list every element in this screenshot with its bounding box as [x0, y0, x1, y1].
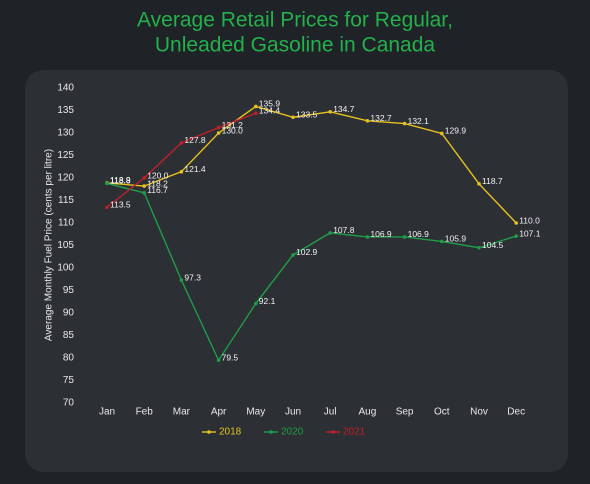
- data-label: 118.8: [110, 176, 131, 186]
- data-label: 106.9: [408, 229, 430, 239]
- x-tick-label: Jul: [324, 407, 337, 418]
- data-label: 116.7: [147, 185, 168, 195]
- y-tick-label: 95: [63, 285, 75, 296]
- point: [216, 131, 221, 135]
- data-label: 110.0: [519, 215, 540, 225]
- panel: [25, 70, 568, 472]
- point: [328, 110, 333, 114]
- y-tick-label: 90: [63, 308, 75, 319]
- data-label: 120.0: [147, 170, 169, 180]
- data-label: 97.3: [184, 272, 201, 282]
- y-tick-label: 70: [63, 398, 75, 409]
- point: [254, 301, 258, 306]
- data-label: 134.7: [333, 104, 355, 114]
- chart-title: Average Retail Prices for Regular,: [137, 9, 453, 32]
- point: [477, 245, 481, 250]
- point: [440, 239, 444, 244]
- x-tick-label: May: [246, 407, 265, 418]
- data-label: 132.7: [370, 113, 392, 123]
- chart-title: Unleaded Gasoline in Canada: [155, 34, 436, 57]
- y-tick-label: 110: [58, 218, 74, 229]
- data-label: 106.9: [370, 229, 392, 239]
- y-tick-label: 130: [57, 128, 74, 139]
- point: [477, 182, 481, 186]
- data-label: 118.2: [147, 178, 168, 188]
- y-tick-label: 105: [57, 240, 74, 251]
- series-line: [106, 182, 517, 362]
- point: [105, 181, 109, 186]
- point: [216, 358, 221, 363]
- point: [514, 234, 518, 238]
- point: [402, 235, 407, 239]
- x-tick-label: Dec: [507, 407, 525, 418]
- data-label: 132.1: [408, 116, 430, 126]
- x-tick-label: Jun: [285, 407, 301, 418]
- legend-label: 2020: [281, 427, 304, 438]
- x-tick-label: Oct: [434, 407, 450, 418]
- data-label: 133.5: [296, 110, 318, 120]
- point: [254, 104, 258, 109]
- point: [142, 176, 146, 180]
- legend-marker: [207, 430, 211, 434]
- y-tick-label: 115: [58, 195, 74, 206]
- legend-marker: [269, 430, 273, 434]
- y-tick-label: 125: [57, 150, 74, 161]
- data-label: 118.9: [110, 175, 131, 185]
- data-label: 92.1: [259, 296, 276, 306]
- x-tick-label: Sep: [396, 407, 414, 418]
- data-label: 131.2: [222, 120, 244, 130]
- point: [179, 169, 184, 174]
- y-tick-label: 120: [57, 173, 74, 184]
- x-tick-label: Apr: [211, 407, 227, 418]
- y-tick-label: 85: [63, 330, 75, 341]
- data-label: 104.5: [482, 240, 504, 250]
- x-tick-label: Nov: [470, 407, 488, 418]
- point: [291, 115, 295, 120]
- data-label: 107.8: [333, 225, 355, 235]
- y-tick-label: 140: [57, 83, 74, 94]
- data-label: 134.4: [259, 105, 281, 115]
- data-label: 118.7: [482, 176, 503, 186]
- y-tick-label: 135: [57, 105, 74, 116]
- point: [179, 278, 184, 282]
- point: [216, 125, 221, 130]
- x-tick-label: Mar: [173, 407, 191, 418]
- data-label: 79.5: [222, 353, 239, 363]
- point: [402, 121, 407, 126]
- point: [291, 253, 295, 257]
- point: [179, 141, 184, 145]
- data-label: 135.9: [259, 99, 281, 109]
- legend-label: 2021: [343, 427, 366, 438]
- x-tick-label: Feb: [136, 407, 154, 418]
- point: [440, 131, 444, 136]
- series-line: [106, 105, 517, 224]
- point: [365, 235, 370, 239]
- x-tick-label: Aug: [359, 407, 377, 418]
- legend-marker: [331, 430, 335, 434]
- point: [328, 231, 333, 235]
- y-tick-label: 100: [57, 263, 74, 274]
- y-tick-label: 75: [63, 375, 75, 386]
- point: [514, 221, 518, 225]
- y-axis-label: Average Monthly Fuel Price (cents per li…: [44, 149, 55, 341]
- x-tick-label: Jan: [99, 407, 115, 418]
- legend-label: 2018: [219, 427, 242, 438]
- point: [365, 119, 370, 123]
- point: [254, 111, 258, 115]
- point: [105, 205, 109, 210]
- data-label: 121.4: [184, 164, 206, 174]
- data-label: 130.0: [222, 125, 244, 135]
- data-label: 127.8: [184, 135, 206, 145]
- data-label: 102.9: [296, 247, 318, 257]
- data-label: 129.9: [445, 126, 467, 136]
- point: [142, 184, 146, 188]
- point: [142, 191, 146, 195]
- data-label: 113.5: [110, 200, 131, 210]
- data-label: 107.1: [519, 228, 541, 238]
- y-tick-label: 80: [63, 353, 75, 364]
- data-label: 105.9: [445, 234, 467, 244]
